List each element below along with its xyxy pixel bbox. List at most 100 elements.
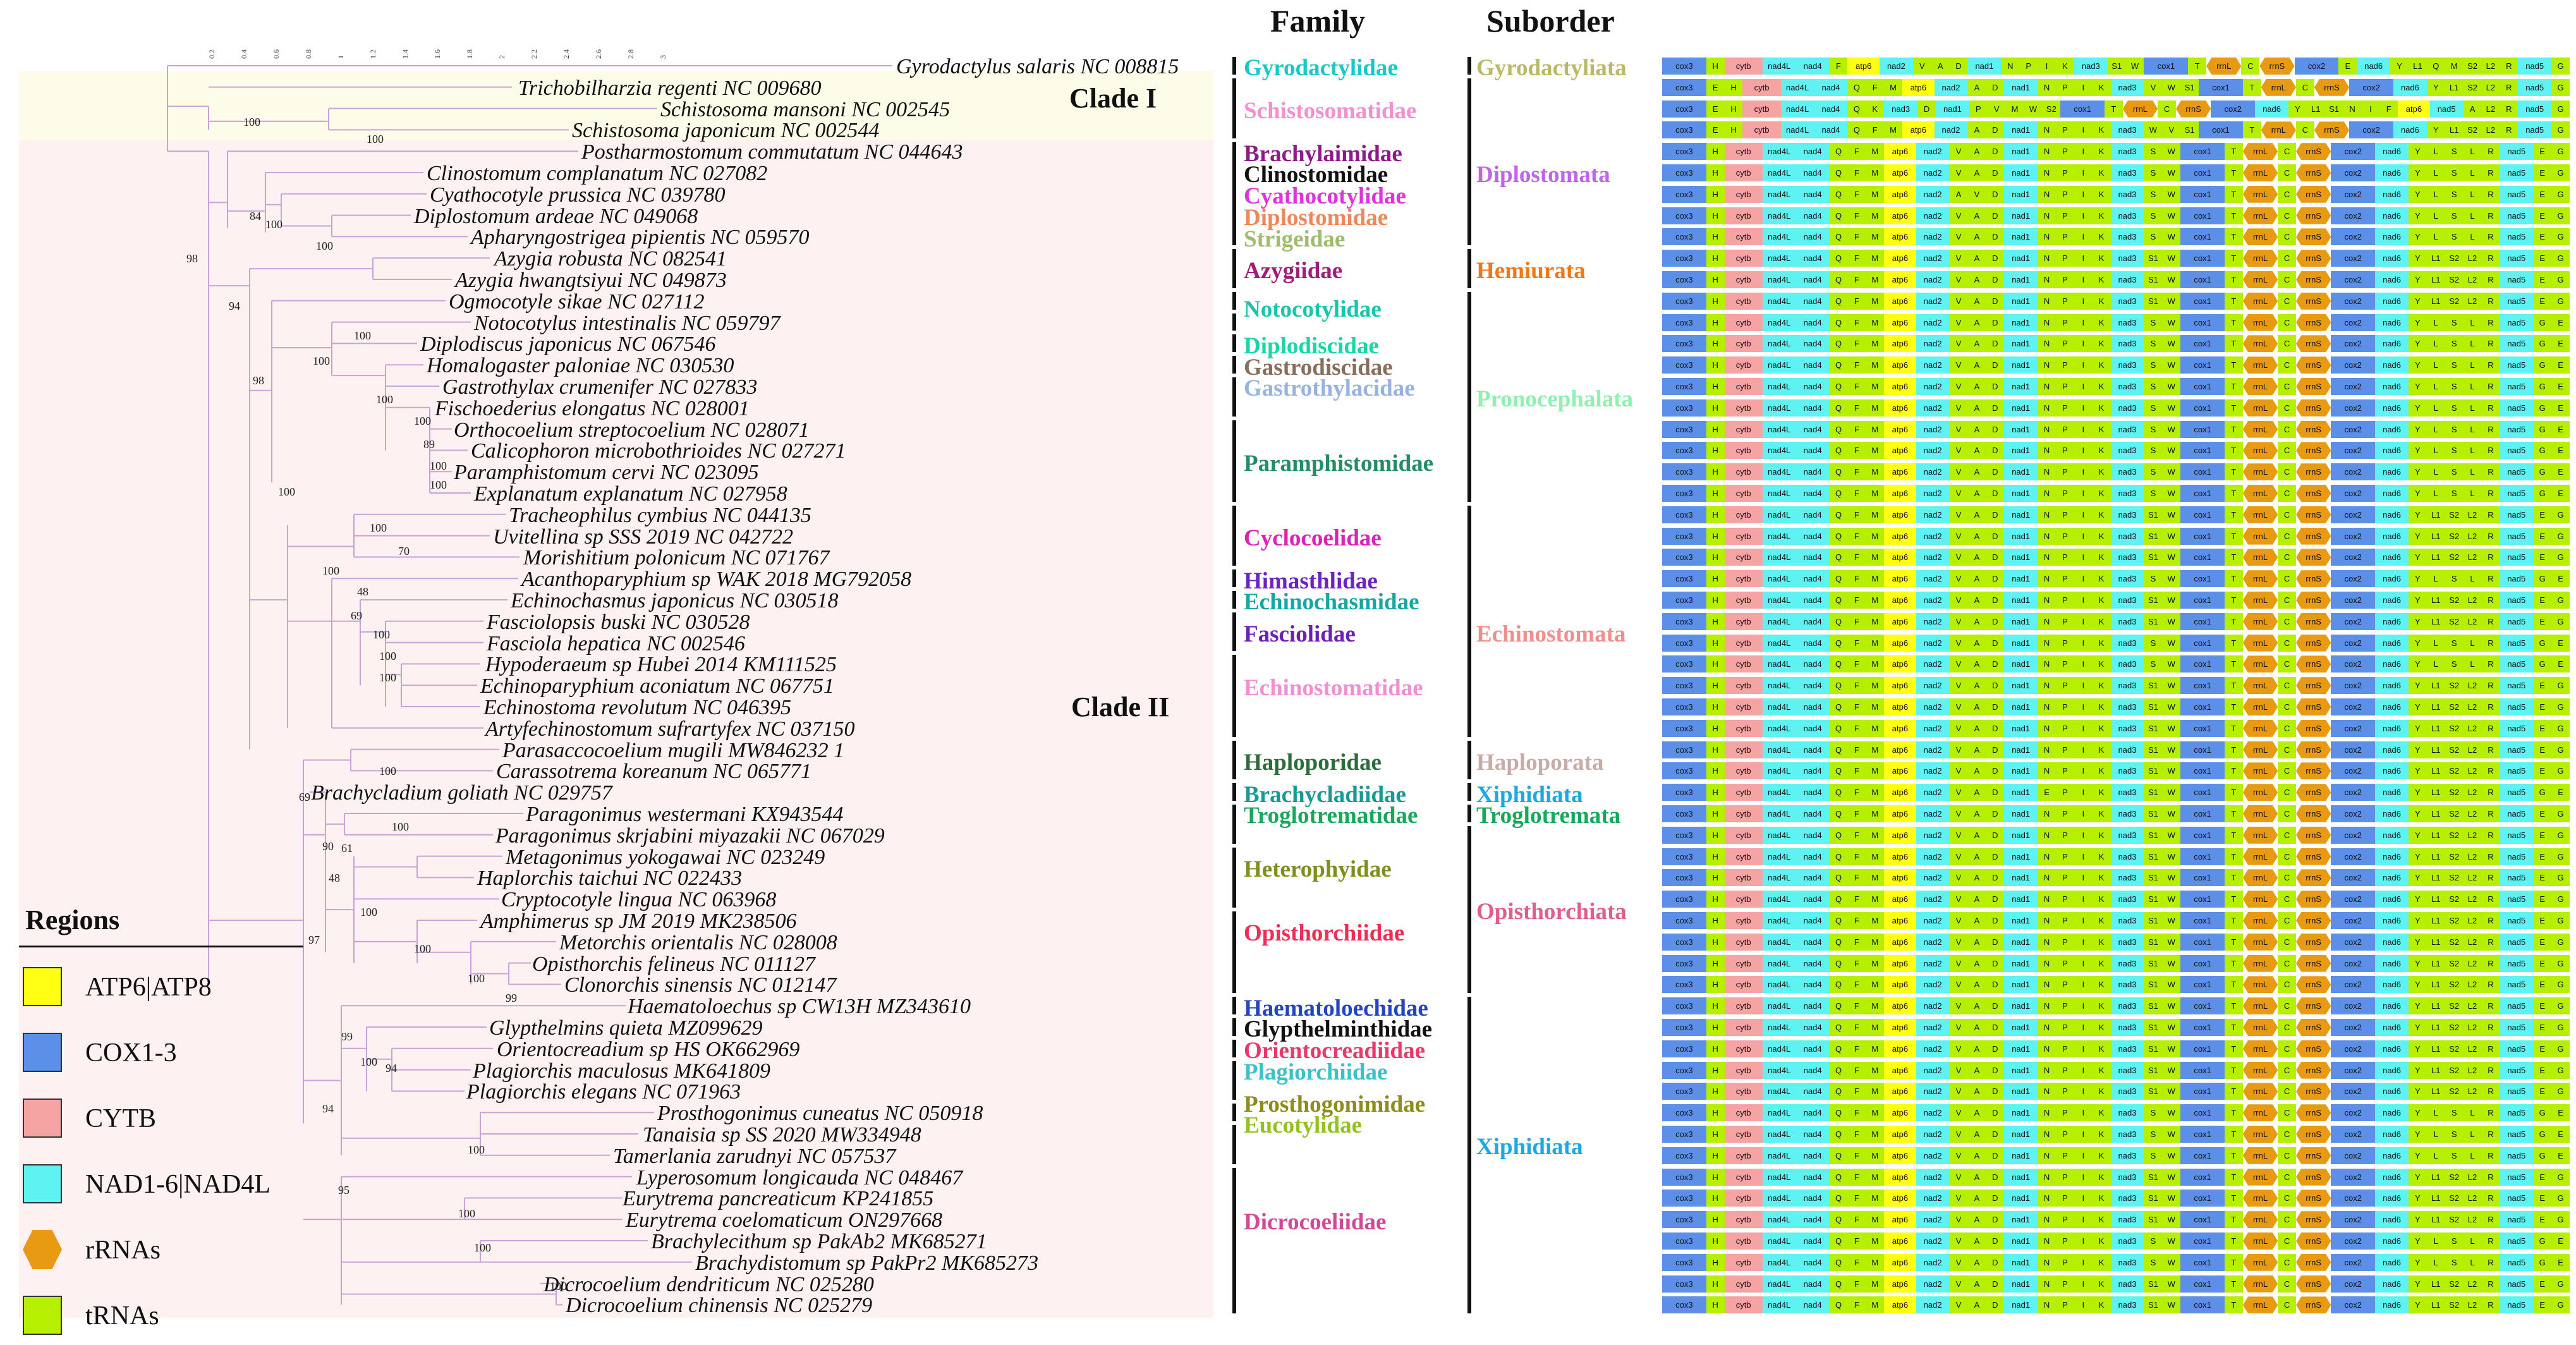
gene-trna-block: V [1949, 143, 1968, 161]
gene-cytb-block: cytb [1724, 1168, 1763, 1186]
gene-nad-block: nad4 [1795, 1104, 1830, 1122]
gene-trna-block: C [2278, 570, 2297, 588]
gene-trna-block: A [1967, 933, 1986, 951]
gene-atp-block: atp6 [1902, 78, 1935, 96]
gene-cox-block: cox1 [2180, 1126, 2225, 1143]
gene-trna-block: D [1986, 506, 2005, 523]
gene-trna-block: S1 [2144, 933, 2163, 951]
suborder-bracket [1467, 57, 1471, 75]
gene-trna-block: I [2074, 185, 2093, 203]
gene-trna-block: Q [1829, 570, 1848, 588]
gene-trna-block: N [2038, 762, 2056, 780]
gene-trna-block: L2 [2463, 1296, 2482, 1314]
gene-nad-block: nad3 [1884, 100, 1918, 118]
gene-trna-block: M [1866, 164, 1885, 181]
gene-trna-block: Q [1829, 1040, 1848, 1057]
gene-atp-block: atp6 [1884, 164, 1916, 181]
gene-nad-block: nad4L [1762, 634, 1796, 652]
gene-trna-block: V [1949, 442, 1968, 459]
family-label: Cyathocotylidae [1244, 185, 1406, 208]
gene-cox-block: cox1 [2180, 1019, 2225, 1036]
gene-nad-block: nad4 [1795, 891, 1830, 908]
gene-trna-block: E [2533, 1275, 2552, 1293]
gene-trna-block: N [2038, 356, 2056, 374]
gene-trna-block: E [2551, 1232, 2570, 1250]
gene-trna-block: G [2551, 143, 2570, 161]
gene-cox-block: cox3 [1662, 121, 1706, 139]
gene-cox-block: cox3 [1662, 912, 1706, 929]
gene-nad-block: nad4L [1762, 848, 1796, 865]
gene-trna-block: S1 [2144, 1061, 2163, 1079]
gene-cox-block: cox2 [2331, 954, 2376, 972]
gene-nad-block: nad3 [2110, 463, 2144, 481]
gene-trna-block: K [2092, 677, 2111, 695]
gene-rrna-block: rrnS [2296, 784, 2331, 801]
gene-nad-block: nad2 [1916, 698, 1950, 715]
gene-cox-block: cox2 [2331, 655, 2376, 673]
bootstrap-value: 100 [430, 460, 447, 472]
gene-atp-block: atp6 [1884, 719, 1916, 737]
gene-trna-block: G [2551, 954, 2570, 972]
species-label: Paragonimus skrjabini miyazakii NC 06702… [495, 825, 885, 847]
gene-trna-block: K [2092, 399, 2111, 417]
gene-trna-block: K [2092, 933, 2111, 951]
gene-trna-block: A [1967, 250, 1986, 267]
gene-trna-block: Y [2409, 976, 2427, 994]
gene-trna-block: W [2162, 698, 2181, 715]
gene-nad-block: nad4 [1795, 1232, 1830, 1250]
gene-trna-block: L1 [2426, 506, 2445, 523]
gene-trna-block: A [1967, 698, 1986, 715]
gene-nad-block: nad3 [2110, 1232, 2144, 1250]
gene-trna-block: W [2162, 869, 2181, 887]
gene-cox-block: cox3 [1662, 741, 1706, 758]
gene-cox-block: cox1 [2180, 185, 2225, 203]
bootstrap-value: 69 [299, 791, 310, 803]
gene-trna-block: S [2144, 1232, 2163, 1250]
gene-trna-block: I [2074, 869, 2093, 887]
gene-nad-block: nad2 [1916, 1253, 1950, 1271]
gene-rrna-block: rrnL [2242, 912, 2278, 929]
gene-cox-block: cox1 [2180, 1147, 2225, 1164]
gene-trna-block: M [1866, 784, 1885, 801]
gene-trna-block: C [2278, 207, 2297, 224]
gene-trna-block: Y [2426, 78, 2445, 96]
gene-trna-block: R [2481, 164, 2500, 181]
gene-trna-block: P [2055, 78, 2074, 96]
gene-cox-block: cox3 [1662, 1083, 1706, 1100]
gene-trna-block: L2 [2463, 848, 2482, 865]
gene-trna-block: A [1967, 485, 1986, 502]
gene-trna-block: L1 [2426, 784, 2445, 801]
gene-trna-block: Y [2409, 1083, 2427, 1100]
family-bracket [1232, 805, 1236, 844]
gene-trna-block: P [2055, 1190, 2074, 1207]
gene-nad-block: nad6 [2375, 933, 2409, 951]
gene-trna-block: C [2278, 1190, 2297, 1207]
gene-trna-block: P [2055, 527, 2074, 545]
gene-trna-block: D [1986, 356, 2005, 374]
gene-rrna-block: rrnL [2242, 762, 2278, 780]
gene-nad-block: nad3 [2110, 1296, 2144, 1314]
species-label: Apharyngostrigea pipientis NC 059570 [471, 227, 810, 248]
gene-trna-block: D [1986, 826, 2005, 844]
gene-trna-block: M [1866, 185, 1885, 203]
gene-cytb-block: cytb [1724, 420, 1763, 438]
gene-atp-block: atp6 [1884, 612, 1916, 630]
family-label: Fasciolidae [1244, 623, 1356, 646]
gene-trna-block: H [1706, 185, 1725, 203]
gene-trna-block: P [2055, 933, 2074, 951]
gene-trna-block: T [2188, 58, 2207, 75]
suborder-bracket [1467, 740, 1471, 780]
gene-trna-block: I [2038, 58, 2056, 75]
gene-rrna-block: rrnS [2314, 121, 2350, 139]
gene-trna-block: L [2426, 378, 2445, 395]
gene-nad-block: nad4L [1780, 78, 1814, 96]
gene-trna-block: S1 [2144, 826, 2163, 844]
gene-nad-block: nad2 [1916, 1083, 1950, 1100]
gene-cox-block: cox3 [1662, 485, 1706, 502]
gene-rrna-block: rrnL [2206, 58, 2242, 75]
gene-trna-block: I [2074, 1232, 2093, 1250]
gene-rrna-block: rrnL [2242, 976, 2278, 994]
gene-trna-block: S1 [2144, 1168, 2163, 1186]
gene-trna-block: R [2481, 1296, 2500, 1314]
gene-trna-block: E [2533, 1061, 2552, 1079]
